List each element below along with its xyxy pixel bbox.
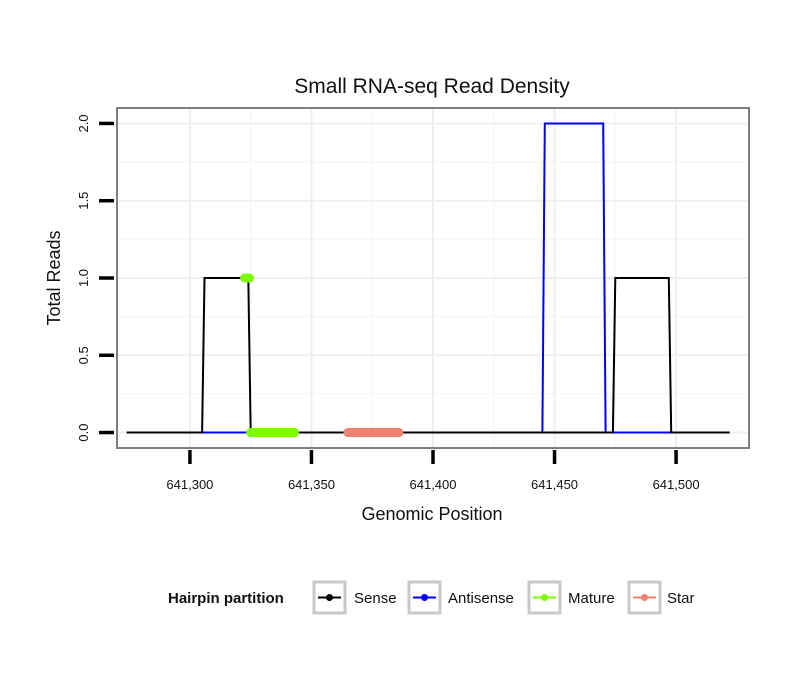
x-axis-title: Genomic Position bbox=[361, 504, 502, 524]
legend-key-dot bbox=[326, 594, 333, 601]
series-line-sense bbox=[126, 277, 730, 434]
panel-border bbox=[116, 107, 750, 449]
legend-key-dot bbox=[541, 594, 548, 601]
y-axis: 0.0 0.5 1.0 1.5 2.0 bbox=[76, 114, 114, 442]
chart-title: Small RNA-seq Read Density bbox=[294, 75, 570, 98]
legend-label-sense: Sense bbox=[354, 590, 397, 607]
x-tick-label: 641,450 bbox=[531, 477, 578, 492]
x-tick-label: 641,300 bbox=[166, 477, 213, 492]
y-tick-label: 0.5 bbox=[76, 346, 91, 364]
legend-key-dot bbox=[421, 594, 428, 601]
y-tick-label: 2.0 bbox=[76, 114, 91, 132]
x-tick-label: 641,500 bbox=[653, 477, 700, 492]
legend-title: Hairpin partition bbox=[168, 590, 284, 607]
y-axis-title: Total Reads bbox=[44, 230, 64, 325]
x-axis: 641,300 641,350 641,400 641,450 641,500 bbox=[166, 450, 700, 492]
legend-label-antisense: Antisense bbox=[448, 590, 514, 607]
x-tick-label: 641,350 bbox=[288, 477, 335, 492]
y-tick-label: 0.0 bbox=[76, 424, 91, 442]
legend-label-star: Star bbox=[667, 590, 695, 607]
legend-label-mature: Mature bbox=[568, 590, 615, 607]
legend: Hairpin partition Sense Antisense Mature St… bbox=[168, 580, 695, 615]
y-tick-label: 1.5 bbox=[76, 192, 91, 210]
plot-panel bbox=[116, 107, 750, 449]
y-tick-label: 1.0 bbox=[76, 269, 91, 287]
x-tick-label: 641,400 bbox=[410, 477, 457, 492]
legend-key-dot bbox=[641, 594, 648, 601]
